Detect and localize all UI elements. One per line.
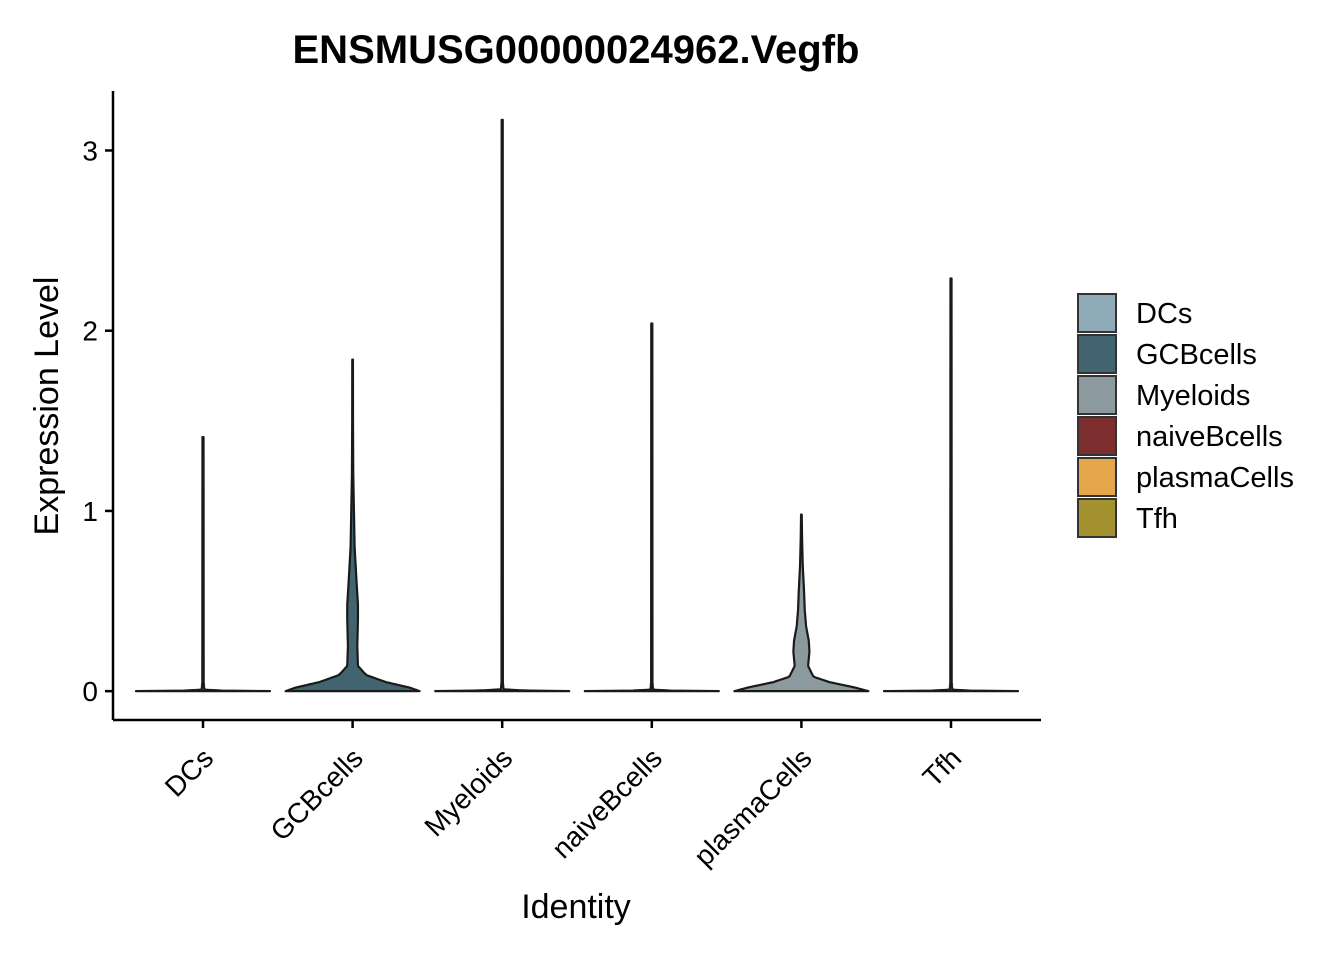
legend-key-gcbcells — [1077, 334, 1117, 374]
violin-tfh — [882, 277, 1020, 693]
y-axis-ticks: 0 1 2 3 — [82, 135, 113, 707]
legend-key-plasmacells — [1077, 457, 1117, 497]
legend-label-tfh: Tfh — [1136, 503, 1178, 535]
chart-title: ENSMUSG00000024962.Vegfb — [293, 28, 860, 72]
y-tick-label: 2 — [82, 316, 98, 347]
violin-myeloids — [434, 118, 571, 693]
x-tick-label-tfh: Tfh — [917, 742, 968, 793]
legend-key-naivebcells — [1077, 416, 1117, 456]
y-tick-label: 1 — [82, 496, 98, 527]
y-tick-label: 0 — [82, 676, 98, 707]
x-axis-title: Identity — [521, 888, 631, 926]
legend-key-dcs — [1077, 293, 1117, 333]
legend-label-plasmacells: plasmaCells — [1136, 462, 1294, 494]
violin-plasmacells — [733, 513, 870, 693]
violin-gcbcells — [284, 358, 421, 693]
x-tick-label-gcbcells: GCBcells — [264, 742, 368, 846]
y-axis-title: Expression Level — [28, 277, 66, 536]
x-tick-label-dcs: DCs — [159, 742, 219, 802]
x-axis-ticks: DCs GCBcells Myeloids naiveBcells plasmaCell… — [159, 720, 967, 872]
y-tick-label: 3 — [82, 135, 98, 166]
legend-label-dcs: DCs — [1136, 298, 1192, 330]
legend-label-myeloids: Myeloids — [1136, 380, 1250, 412]
legend-label-gcbcells: GCBcells — [1136, 339, 1257, 371]
legend-key-myeloids — [1077, 375, 1117, 415]
x-tick-label-naivebcells: naiveBcells — [546, 742, 668, 864]
legend: DCs GCBcells Myeloids naiveBcells plasmaCell… — [1077, 293, 1294, 538]
legend-key-tfh — [1077, 498, 1117, 538]
violin-dcs — [134, 435, 272, 693]
x-tick-label-plasmacells: plasmaCells — [688, 742, 818, 872]
violin-naivebcells — [583, 322, 720, 693]
plot-area — [134, 118, 1020, 693]
x-tick-label-myeloids: Myeloids — [418, 742, 518, 842]
legend-label-naivebcells: naiveBcells — [1136, 421, 1283, 453]
